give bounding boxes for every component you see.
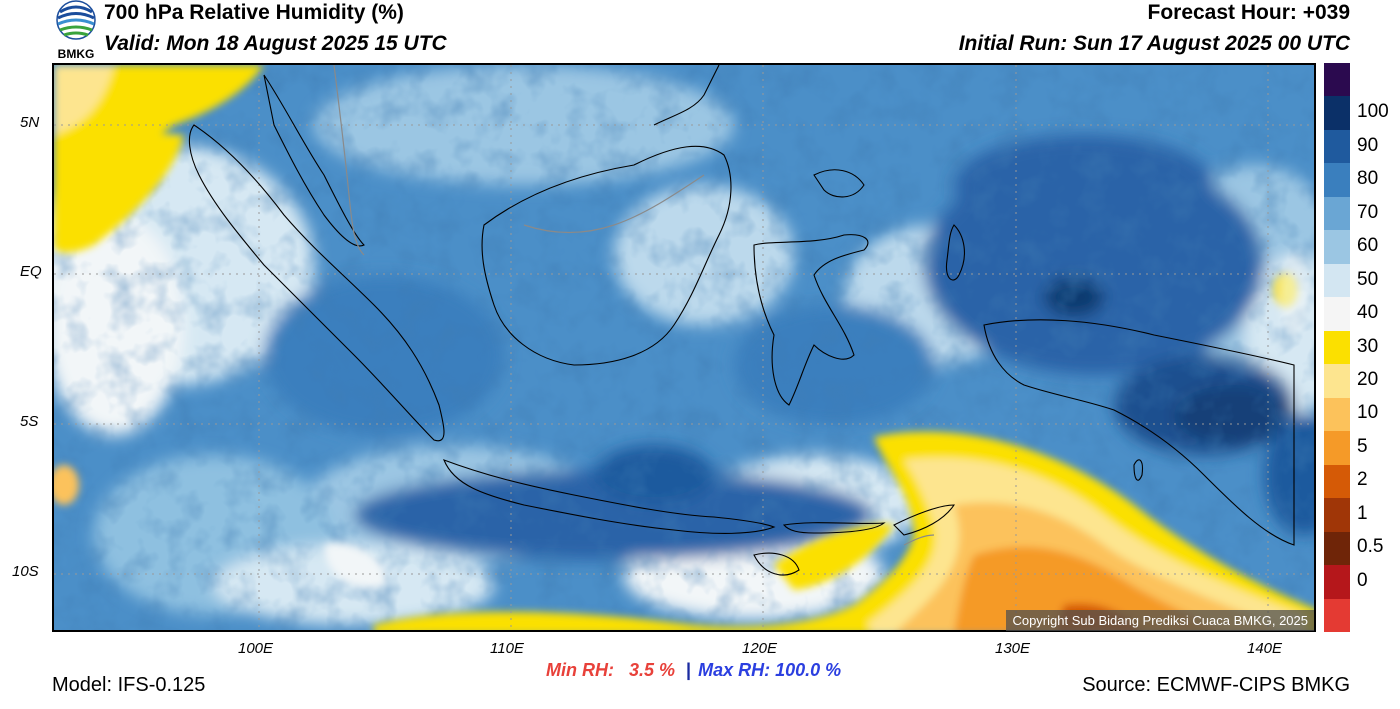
colorbar-label: 5 <box>1357 435 1368 457</box>
lat-label-5n: 5N <box>20 114 40 131</box>
model-label: Model: IFS-0.125 <box>52 674 206 696</box>
colorbar-segment <box>1324 431 1350 466</box>
colorbar-label: 90 <box>1357 134 1379 156</box>
colorbar-segment <box>1324 230 1350 265</box>
lon-label-100e: 100E <box>238 640 274 657</box>
min-rh-value: 3.5 % <box>629 660 676 680</box>
max-rh: Max RH: 100.0 % <box>698 660 842 680</box>
colorbar-label: 20 <box>1357 368 1379 390</box>
lon-label-140e: 140E <box>1247 640 1283 657</box>
colorbar-segment <box>1324 330 1350 365</box>
lon-label-110e: 110E <box>490 640 524 657</box>
colorbar-segment <box>1324 263 1350 298</box>
source-label: Source: ECMWF-CIPS BMKG <box>1082 674 1350 696</box>
colorbar-label: 40 <box>1357 302 1379 324</box>
colorbar-label: 30 <box>1357 335 1379 357</box>
initial-run: Initial Run: Sun 17 August 2025 00 UTC <box>958 32 1350 55</box>
colorbar-label: 50 <box>1357 268 1379 290</box>
colorbar-label: 0.5 <box>1357 536 1384 558</box>
colorbar-segment <box>1324 464 1350 499</box>
colorbar-segment <box>1324 531 1350 566</box>
colorbar-segment <box>1324 397 1350 432</box>
colorbar-segment <box>1324 364 1350 399</box>
stats-separator: | <box>686 660 692 680</box>
colorbar <box>1324 63 1350 633</box>
lat-label-10s: 10S <box>12 563 39 580</box>
colorbar-segment <box>1324 598 1350 633</box>
colorbar-label: 0 <box>1357 569 1368 591</box>
colorbar-segment <box>1324 196 1350 231</box>
colorbar-label: 70 <box>1357 201 1379 223</box>
colorbar-segment <box>1324 297 1350 332</box>
bmkg-logo-icon: BMKG <box>52 0 100 62</box>
chart-title: 700 hPa Relative Humidity (%) <box>104 1 404 24</box>
copyright-notice: Copyright Sub Bidang Prediksi Cuaca BMKG… <box>1006 610 1314 631</box>
colorbar-label: 1 <box>1357 502 1368 524</box>
colorbar-segment <box>1324 129 1350 164</box>
colorbar-label: 80 <box>1357 168 1379 190</box>
min-rh: Min RH: 3.5 % | Max RH: 100.0 % <box>546 660 841 681</box>
colorbar-segment <box>1324 565 1350 600</box>
valid-time: Valid: Mon 18 August 2025 15 UTC <box>104 32 447 55</box>
colorbar-label: 2 <box>1357 469 1368 491</box>
colorbar-segment <box>1324 163 1350 198</box>
colorbar-segment <box>1324 498 1350 533</box>
forecast-hour: Forecast Hour: +039 <box>1147 1 1351 24</box>
lat-label-5s: 5S <box>20 413 39 430</box>
humidity-map <box>52 63 1316 632</box>
lon-label-120e: 120E <box>742 640 778 657</box>
colorbar-label: 10 <box>1357 402 1379 424</box>
colorbar-segment <box>1324 96 1350 131</box>
lon-label-130e: 130E <box>995 640 1031 657</box>
lat-label-eq: EQ <box>20 263 42 280</box>
colorbar-label: 60 <box>1357 235 1379 257</box>
min-rh-label: Min RH: <box>546 660 614 680</box>
logo-text: BMKG <box>58 47 95 61</box>
colorbar-label: 100 <box>1357 101 1389 123</box>
colorbar-segment <box>1324 63 1350 97</box>
